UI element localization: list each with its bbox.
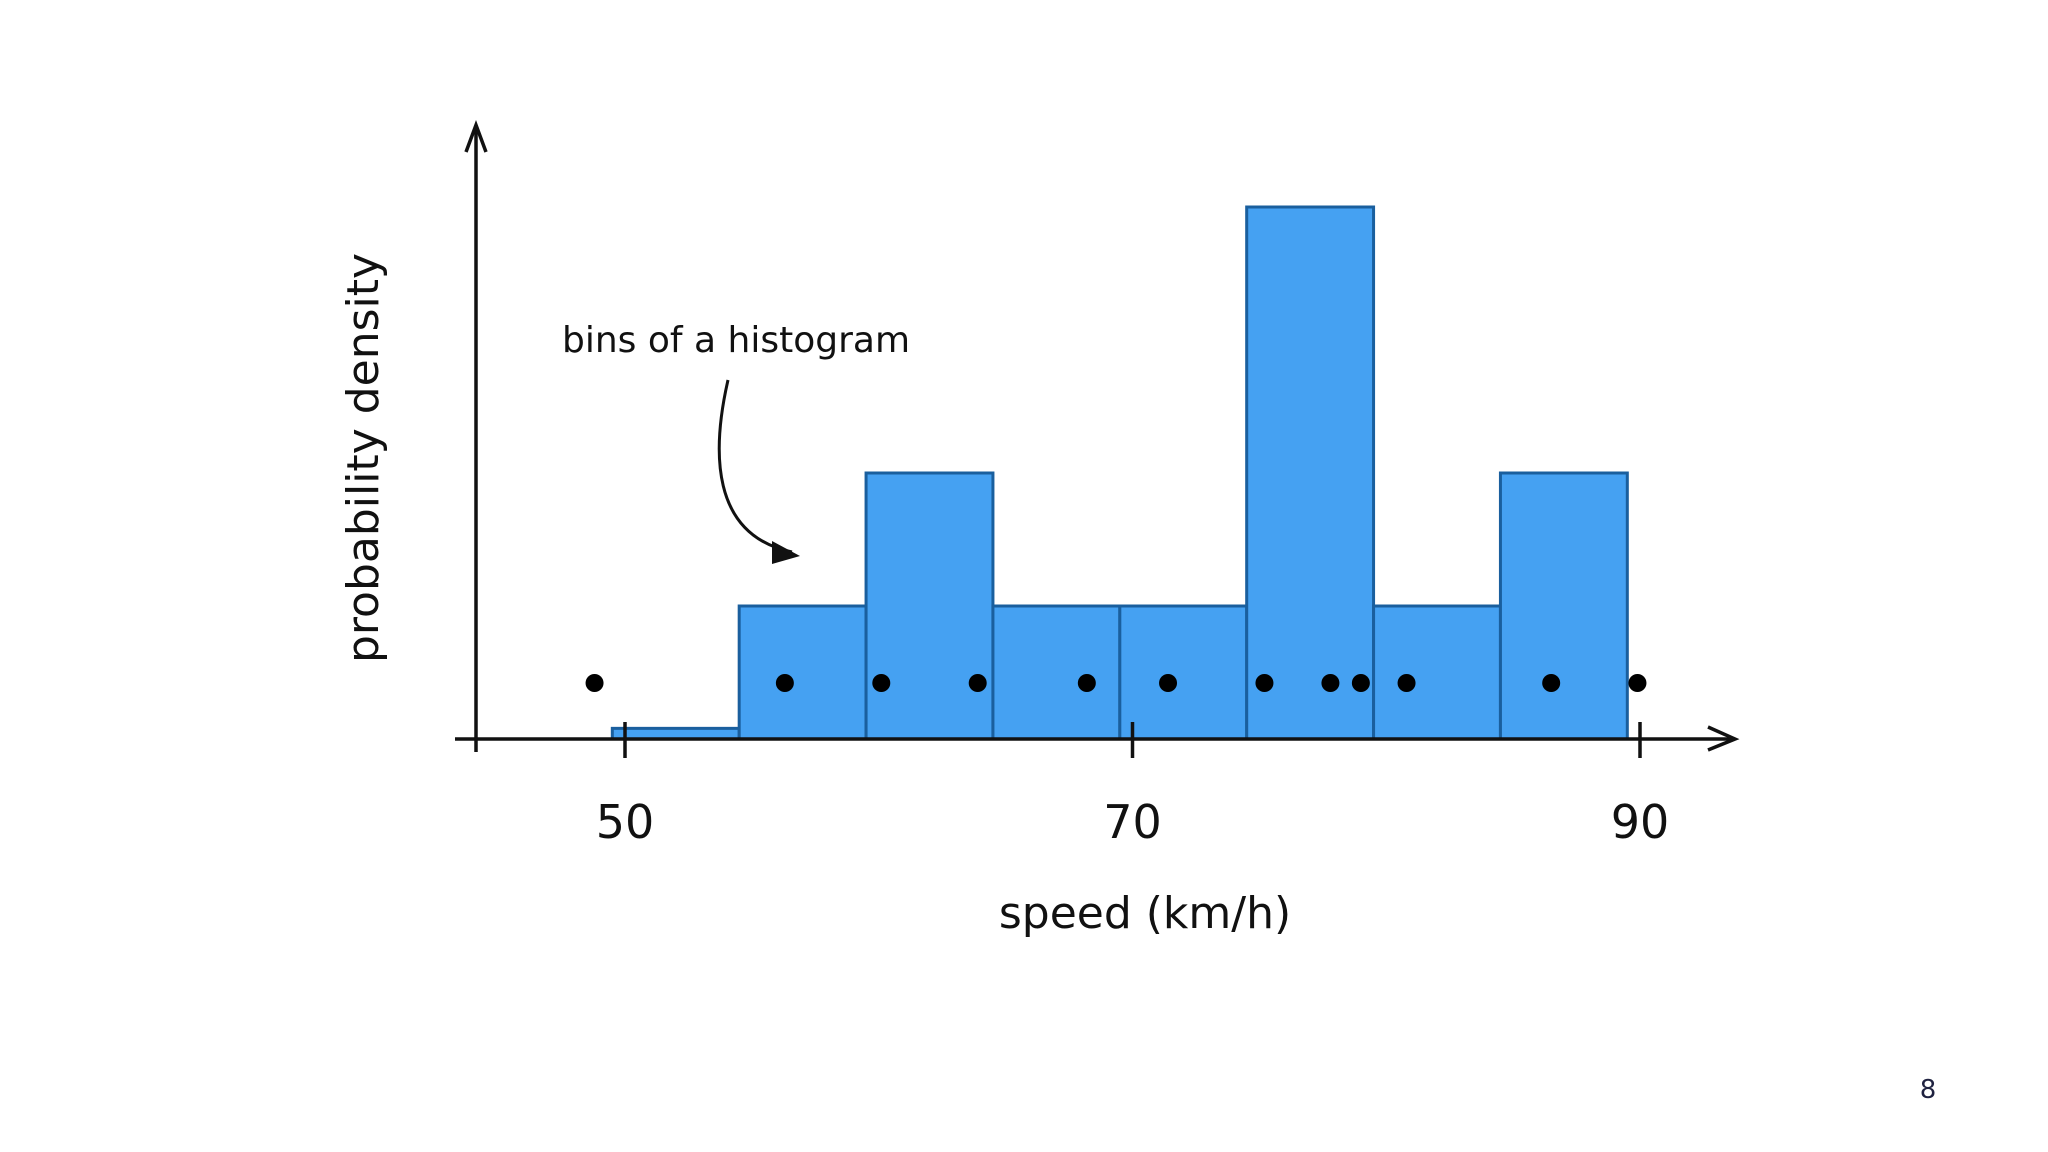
- histogram-bin-6: [1372, 604, 1502, 741]
- observation-point-7: [1321, 674, 1340, 692]
- annotation-arrowhead: [772, 541, 800, 564]
- observation-point-8: [1351, 674, 1370, 692]
- x-tick-label-70: 70: [1103, 795, 1162, 849]
- y-axis-title: probability density: [338, 253, 389, 663]
- page-number: 8: [1920, 1075, 1937, 1105]
- histogram-bars: [610, 205, 1629, 741]
- observation-point-3: [968, 674, 987, 692]
- observation-point-9: [1397, 674, 1416, 692]
- x-tick-label-50: 50: [596, 795, 655, 849]
- annotation-text: bins of a histogram: [562, 320, 910, 361]
- observation-point-2: [872, 674, 891, 692]
- x-axis-arrowhead: [1707, 725, 1740, 752]
- observation-point-4: [1077, 674, 1096, 692]
- histogram-bin-5: [1245, 205, 1376, 741]
- histogram-bin-7: [1498, 471, 1629, 741]
- x-tick-label-90: 90: [1611, 795, 1670, 849]
- observation-point-6: [1255, 674, 1274, 692]
- observation-point-1: [775, 674, 794, 692]
- observation-point-5: [1159, 674, 1178, 692]
- histogram-bin-4: [1118, 604, 1249, 741]
- histogram-bin-1: [737, 604, 868, 741]
- observation-point-0: [585, 674, 604, 692]
- observation-points: [585, 674, 1647, 692]
- x-axis-title: speed (km/h): [999, 888, 1291, 939]
- annotation-arrow: [717, 379, 793, 554]
- histogram-bin-2: [864, 471, 995, 741]
- y-axis-arrowhead: [464, 119, 488, 153]
- x-ticks: 50 70 90: [596, 722, 1670, 849]
- histogram-bin-3: [991, 604, 1122, 741]
- observation-point-11: [1628, 674, 1647, 692]
- observation-point-10: [1542, 674, 1561, 692]
